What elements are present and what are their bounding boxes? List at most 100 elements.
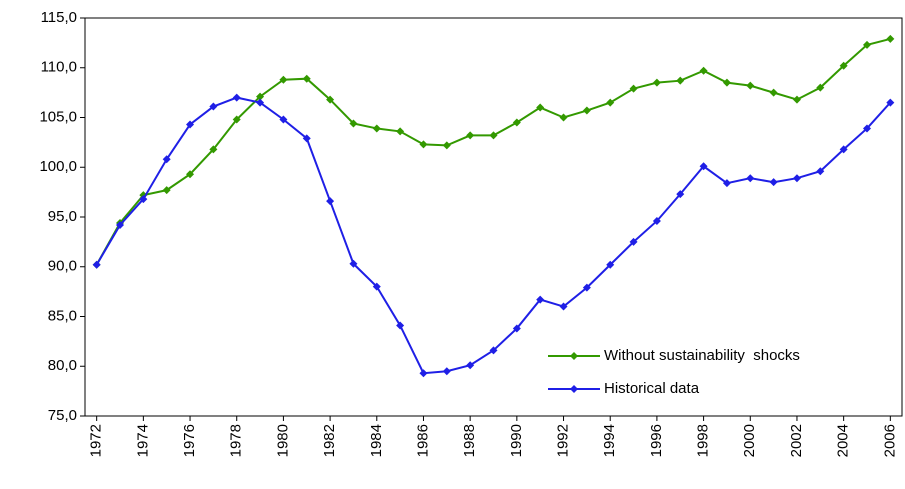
data-point <box>792 174 801 183</box>
data-point <box>302 74 311 83</box>
data-point <box>209 145 218 154</box>
y-tick-label: 100,0 <box>39 158 77 175</box>
series-line <box>95 37 891 266</box>
data-point <box>746 81 755 90</box>
data-point <box>582 106 591 115</box>
data-point <box>512 118 521 127</box>
data-point <box>232 115 241 124</box>
x-tick-label: 1980 <box>274 424 291 457</box>
data-point <box>186 170 195 179</box>
data-point <box>302 134 311 143</box>
y-tick-label: 110,0 <box>41 59 77 76</box>
data-point <box>559 113 568 122</box>
y-tick-label: 85,0 <box>48 307 77 324</box>
x-tick-label: 1978 <box>228 424 245 457</box>
data-point <box>419 140 428 149</box>
data-point <box>442 367 451 376</box>
data-point <box>699 162 708 171</box>
data-point <box>512 324 521 333</box>
data-point <box>699 66 708 75</box>
y-tick-label: 95,0 <box>48 208 77 225</box>
y-tick-label: 75,0 <box>48 407 77 424</box>
data-point <box>629 84 638 93</box>
data-point <box>116 220 125 229</box>
data-point <box>606 260 615 269</box>
legend-label: Without sustainability shocks <box>604 347 800 364</box>
legend-marker <box>570 385 578 393</box>
x-tick-label: 2004 <box>835 424 852 457</box>
x-tick-label: 1996 <box>648 424 665 457</box>
data-point <box>582 283 591 292</box>
data-point <box>722 179 731 188</box>
data-point <box>629 237 638 246</box>
data-point <box>652 78 661 87</box>
data-point <box>256 98 265 107</box>
legend-label: Historical data <box>604 380 700 397</box>
x-tick-label: 1982 <box>321 424 338 457</box>
data-point <box>349 119 358 128</box>
data-point <box>396 127 405 136</box>
y-tick-label: 80,0 <box>48 357 77 374</box>
data-point <box>232 93 241 102</box>
x-tick-label: 1976 <box>181 424 198 457</box>
x-tick-label: 1972 <box>88 424 105 457</box>
x-tick-label: 1974 <box>134 424 151 457</box>
data-point <box>396 321 405 330</box>
x-tick-label: 2006 <box>881 424 898 457</box>
data-point <box>279 75 288 84</box>
data-point <box>489 131 498 140</box>
data-point <box>722 78 731 87</box>
data-point <box>816 167 825 176</box>
data-point <box>839 61 848 70</box>
y-tick-label: 90,0 <box>48 258 77 275</box>
data-point <box>372 124 381 133</box>
data-point <box>862 124 871 133</box>
data-point <box>886 34 895 43</box>
data-point <box>769 178 778 187</box>
data-point <box>746 174 755 183</box>
data-point <box>886 98 895 107</box>
data-point <box>769 88 778 97</box>
data-point <box>209 102 218 111</box>
data-point <box>839 145 848 154</box>
x-tick-label: 1984 <box>368 424 385 457</box>
data-point <box>536 103 545 112</box>
data-point <box>466 361 475 370</box>
data-point <box>466 131 475 140</box>
data-point <box>139 195 148 204</box>
data-point <box>559 302 568 311</box>
data-point <box>816 83 825 92</box>
legend: Without sustainability shocks Historical … <box>548 347 800 397</box>
x-tick-label: 1986 <box>414 424 431 457</box>
data-point <box>606 98 615 107</box>
x-tick-label: 1998 <box>695 424 712 457</box>
data-point <box>536 295 545 304</box>
data-point <box>279 115 288 124</box>
y-tick-label: 115,0 <box>41 9 77 26</box>
data-point <box>489 346 498 355</box>
data-point <box>652 216 661 225</box>
x-tick-label: 1994 <box>601 424 618 457</box>
data-point <box>326 95 335 104</box>
data-point <box>442 141 451 150</box>
y-tick-label: 105,0 <box>39 108 77 125</box>
x-tick-label: 1992 <box>554 424 571 457</box>
data-point <box>186 120 195 129</box>
data-point <box>349 259 358 268</box>
legend-marker <box>570 352 578 360</box>
x-tick-label: 1990 <box>508 424 525 457</box>
x-tick-label: 2000 <box>741 424 758 457</box>
data-point <box>256 92 265 101</box>
data-point <box>792 95 801 104</box>
data-point <box>162 155 171 164</box>
data-point <box>372 282 381 291</box>
data-point <box>676 76 685 85</box>
data-point <box>676 190 685 199</box>
data-point <box>326 197 335 206</box>
data-point <box>162 186 171 195</box>
data-point <box>419 369 428 378</box>
data-point <box>92 260 101 269</box>
x-tick-label: 2002 <box>788 424 805 457</box>
x-tick-label: 1988 <box>461 424 478 457</box>
